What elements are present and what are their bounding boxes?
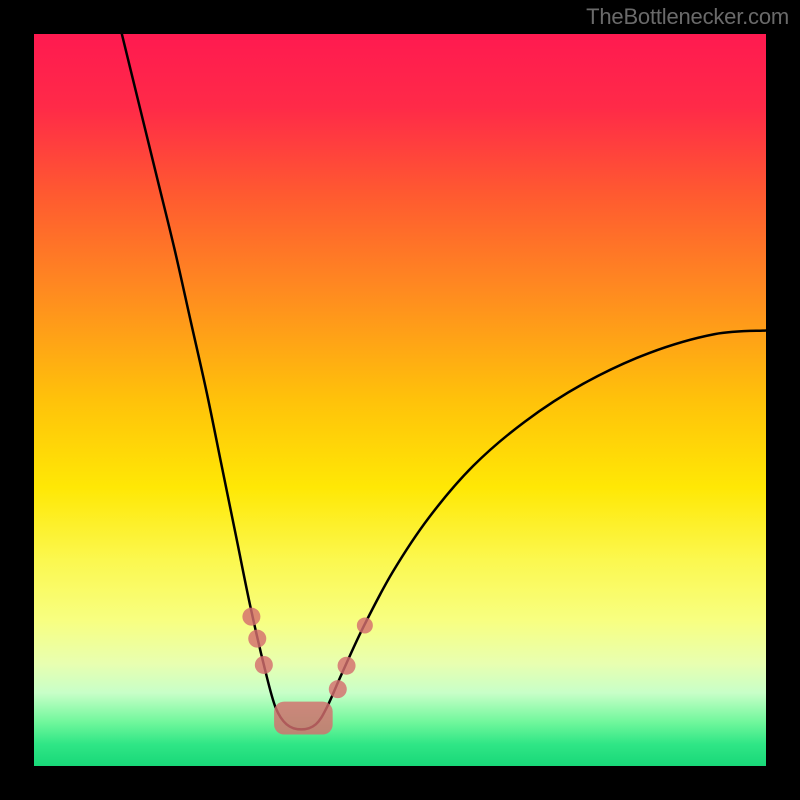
watermark-text: TheBottlenecker.com [586, 4, 789, 30]
marker-dot [242, 608, 260, 626]
marker-valley [274, 702, 333, 735]
marker-dot [255, 656, 273, 674]
chart-canvas: TheBottlenecker.com [0, 0, 800, 800]
marker-dot [338, 657, 356, 675]
marker-dot [329, 680, 347, 698]
marker-dot [248, 630, 266, 648]
bottleneck-chart [34, 34, 766, 766]
marker-dot [357, 617, 373, 633]
gradient-background [34, 34, 766, 766]
